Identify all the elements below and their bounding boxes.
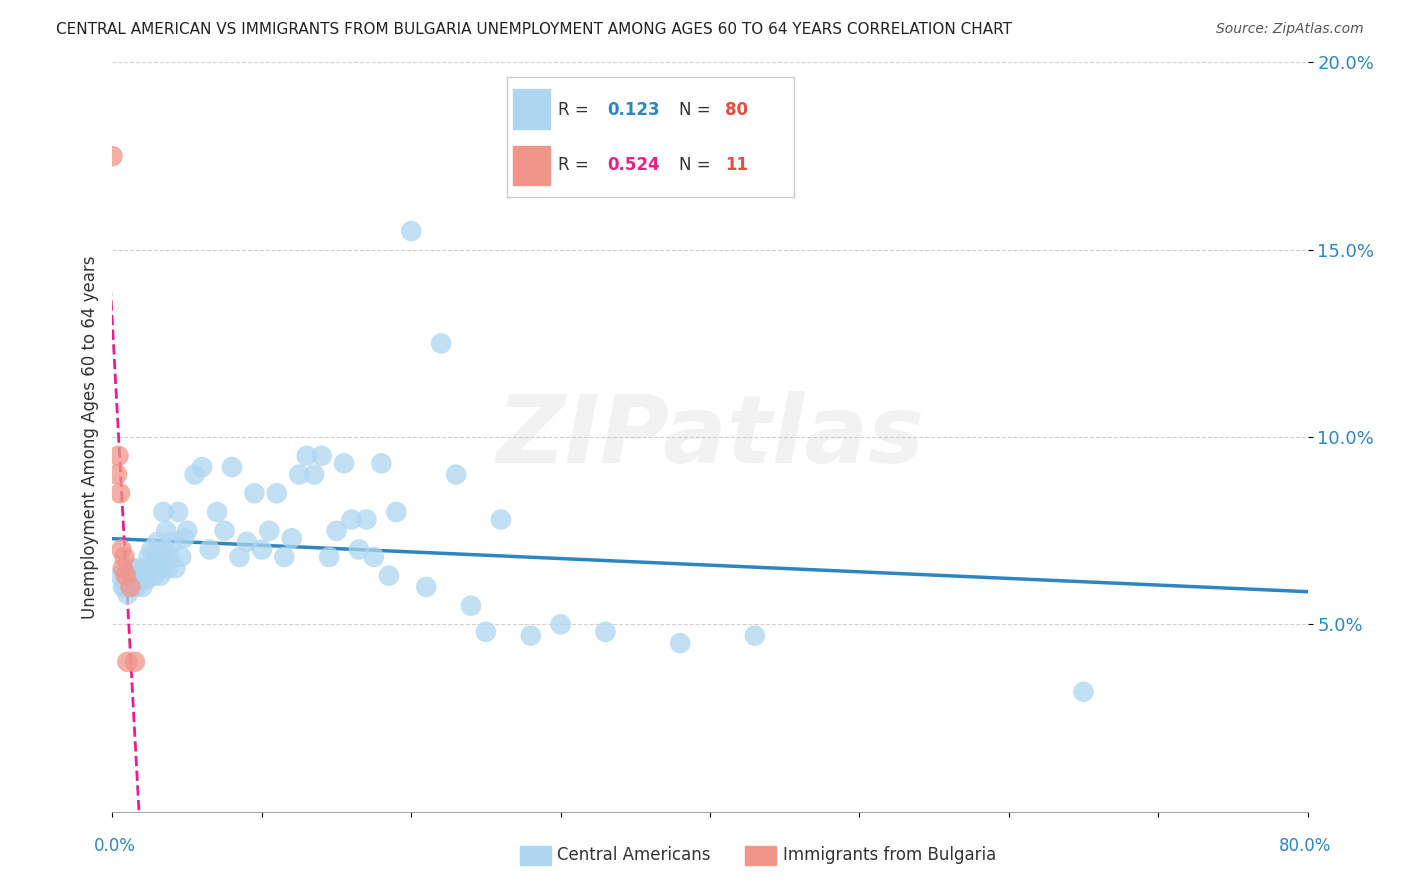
Point — [250, 542, 273, 557]
Point — [108, 568, 131, 582]
Point — [135, 573, 157, 587]
Point — [460, 599, 482, 613]
Point — [415, 580, 437, 594]
Text: ZIPatlas: ZIPatlas — [496, 391, 924, 483]
Point — [148, 561, 170, 575]
Point — [295, 449, 318, 463]
Point — [138, 549, 160, 564]
Point — [385, 505, 408, 519]
Point — [105, 467, 128, 482]
Point — [205, 505, 228, 519]
Point — [302, 467, 325, 482]
Point — [550, 617, 572, 632]
Point — [156, 561, 179, 575]
Text: Central Americans: Central Americans — [557, 847, 710, 864]
Point — [221, 460, 243, 475]
Point — [236, 535, 259, 549]
Point — [117, 587, 139, 601]
Point — [214, 524, 236, 538]
Point — [595, 624, 617, 639]
Point — [115, 573, 138, 587]
Point — [288, 467, 311, 482]
Point — [132, 568, 155, 582]
Point — [273, 549, 295, 564]
Point — [114, 549, 135, 564]
Point — [444, 467, 467, 482]
Text: 0.0%: 0.0% — [94, 837, 136, 855]
Point — [170, 549, 193, 564]
Point — [129, 573, 152, 587]
Point — [110, 542, 132, 557]
Point — [378, 568, 401, 582]
Point — [124, 655, 146, 669]
Point — [311, 449, 333, 463]
Point — [146, 535, 169, 549]
Point — [165, 561, 187, 575]
Point — [107, 449, 129, 463]
Point — [333, 456, 356, 470]
Point — [122, 580, 145, 594]
Point — [128, 561, 150, 575]
Point — [228, 549, 250, 564]
Point — [157, 549, 180, 564]
Point — [145, 549, 167, 564]
Point — [191, 460, 214, 475]
Point — [744, 629, 766, 643]
Point — [176, 524, 198, 538]
Point — [111, 580, 134, 594]
Point — [118, 576, 141, 591]
Point — [121, 561, 143, 575]
Y-axis label: Unemployment Among Ages 60 to 64 years: Unemployment Among Ages 60 to 64 years — [80, 255, 98, 619]
Point — [259, 524, 281, 538]
Point — [401, 224, 423, 238]
Point — [108, 486, 131, 500]
Text: 80.0%: 80.0% — [1278, 837, 1331, 855]
Point — [489, 512, 512, 526]
Text: Immigrants from Bulgaria: Immigrants from Bulgaria — [783, 847, 997, 864]
Point — [318, 549, 340, 564]
Point — [363, 549, 385, 564]
Point — [101, 149, 124, 163]
Point — [150, 549, 173, 564]
Point — [356, 512, 378, 526]
Point — [340, 512, 363, 526]
Point — [173, 531, 195, 545]
Point — [111, 561, 134, 575]
Point — [141, 542, 163, 557]
Point — [149, 568, 172, 582]
Point — [134, 561, 156, 575]
Point — [669, 636, 692, 650]
Point — [125, 580, 148, 594]
Text: Source: ZipAtlas.com: Source: ZipAtlas.com — [1216, 22, 1364, 37]
Point — [162, 535, 183, 549]
Point — [520, 629, 543, 643]
Point — [243, 486, 266, 500]
Point — [167, 505, 190, 519]
Point — [152, 505, 174, 519]
Point — [131, 580, 153, 594]
Point — [281, 531, 304, 545]
Point — [183, 467, 205, 482]
Point — [370, 456, 392, 470]
Point — [266, 486, 288, 500]
Point — [347, 542, 370, 557]
Point — [117, 655, 139, 669]
Text: CENTRAL AMERICAN VS IMMIGRANTS FROM BULGARIA UNEMPLOYMENT AMONG AGES 60 TO 64 YE: CENTRAL AMERICAN VS IMMIGRANTS FROM BULG… — [56, 22, 1012, 37]
Point — [143, 568, 166, 582]
Point — [124, 568, 146, 582]
Point — [155, 524, 177, 538]
Point — [1073, 685, 1095, 699]
Point — [114, 580, 135, 594]
Point — [139, 568, 162, 582]
Point — [142, 561, 165, 575]
Point — [325, 524, 347, 538]
Point — [430, 336, 453, 351]
Point — [127, 568, 149, 582]
Point — [120, 580, 142, 594]
Point — [153, 542, 176, 557]
Point — [198, 542, 221, 557]
Point — [475, 624, 498, 639]
Point — [120, 568, 142, 582]
Point — [115, 568, 138, 582]
